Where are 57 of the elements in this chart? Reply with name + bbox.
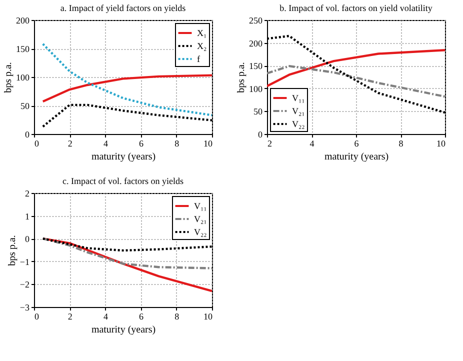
legend-label: f [197, 54, 200, 64]
line-series [42, 238, 212, 292]
x-tick-label: 4 [310, 138, 315, 148]
x-tick-label: 2 [68, 138, 72, 148]
legend-label: V₂₁ [292, 106, 305, 116]
legend-label: X₁ [197, 28, 207, 38]
x-tick-label: 6 [354, 138, 360, 148]
line-series [42, 74, 212, 103]
x-axis-title: maturity (years) [91, 152, 156, 162]
y-tick-label: 250 [249, 16, 263, 26]
x-tick-label: 4 [103, 312, 108, 322]
y-tick-label: −1 [20, 256, 30, 267]
y-tick-label: 50 [254, 106, 263, 117]
x-tick-label: 8 [398, 138, 404, 148]
y-tick-label: 0 [25, 130, 30, 140]
x-tick-label: 10 [204, 138, 213, 148]
y-tick-label: −2 [20, 280, 30, 290]
legend-label: V₁₁ [292, 93, 305, 103]
y-axis-title: bps p.a. [6, 235, 18, 266]
y-tick-label: 0 [25, 234, 30, 244]
legend-label: V₂₂ [292, 119, 305, 129]
line-series [42, 238, 212, 270]
x-tick-label: 8 [174, 312, 180, 322]
y-tick-label: 50 [20, 101, 30, 111]
y-tick-label: 200 [16, 16, 30, 26]
y-tick-label: 1 [25, 211, 30, 222]
x-tick-label: 6 [139, 138, 144, 148]
y-tick-label: 150 [249, 61, 263, 72]
y-axis-title: bps p.a. [3, 62, 14, 93]
legend-label: X₂ [197, 41, 207, 51]
x-tick-label: 6 [139, 312, 144, 322]
x-tick-label: 4 [103, 138, 108, 148]
legend-label: V₂₂ [194, 227, 207, 237]
x-tick-label: 8 [174, 138, 180, 148]
y-tick-label: 100 [16, 72, 30, 82]
y-tick-label: 2 [25, 188, 30, 198]
y-tick-label: 100 [249, 84, 263, 94]
x-tick-label: 2 [68, 312, 72, 322]
y-tick-label: 0 [258, 130, 263, 140]
y-tick-label: 200 [249, 38, 263, 48]
chart-title: a. Impact of yield factors on yields [60, 3, 186, 13]
x-tick-label: 0 [34, 312, 40, 322]
chart-title: b. Impact of vol. factors on yield volatility [280, 3, 433, 13]
x-tick-label: 2 [268, 138, 272, 148]
legend-label: V₁₁ [194, 201, 207, 211]
x-tick-label: 10 [436, 138, 446, 148]
chart-title: c. Impact of vol. factors on yields [62, 176, 184, 186]
line-series [267, 48, 445, 88]
legend-label: V₂₁ [194, 214, 207, 224]
x-axis-title: maturity (years) [324, 152, 389, 162]
y-tick-label: 150 [16, 44, 30, 54]
x-tick-label: 10 [204, 312, 213, 322]
x-tick-label: 0 [34, 138, 40, 148]
y-tick-label: −3 [20, 302, 30, 312]
y-axis-title: bps p.a. [236, 62, 247, 93]
line-series [42, 42, 212, 116]
x-axis-title: maturity (years) [91, 324, 156, 336]
